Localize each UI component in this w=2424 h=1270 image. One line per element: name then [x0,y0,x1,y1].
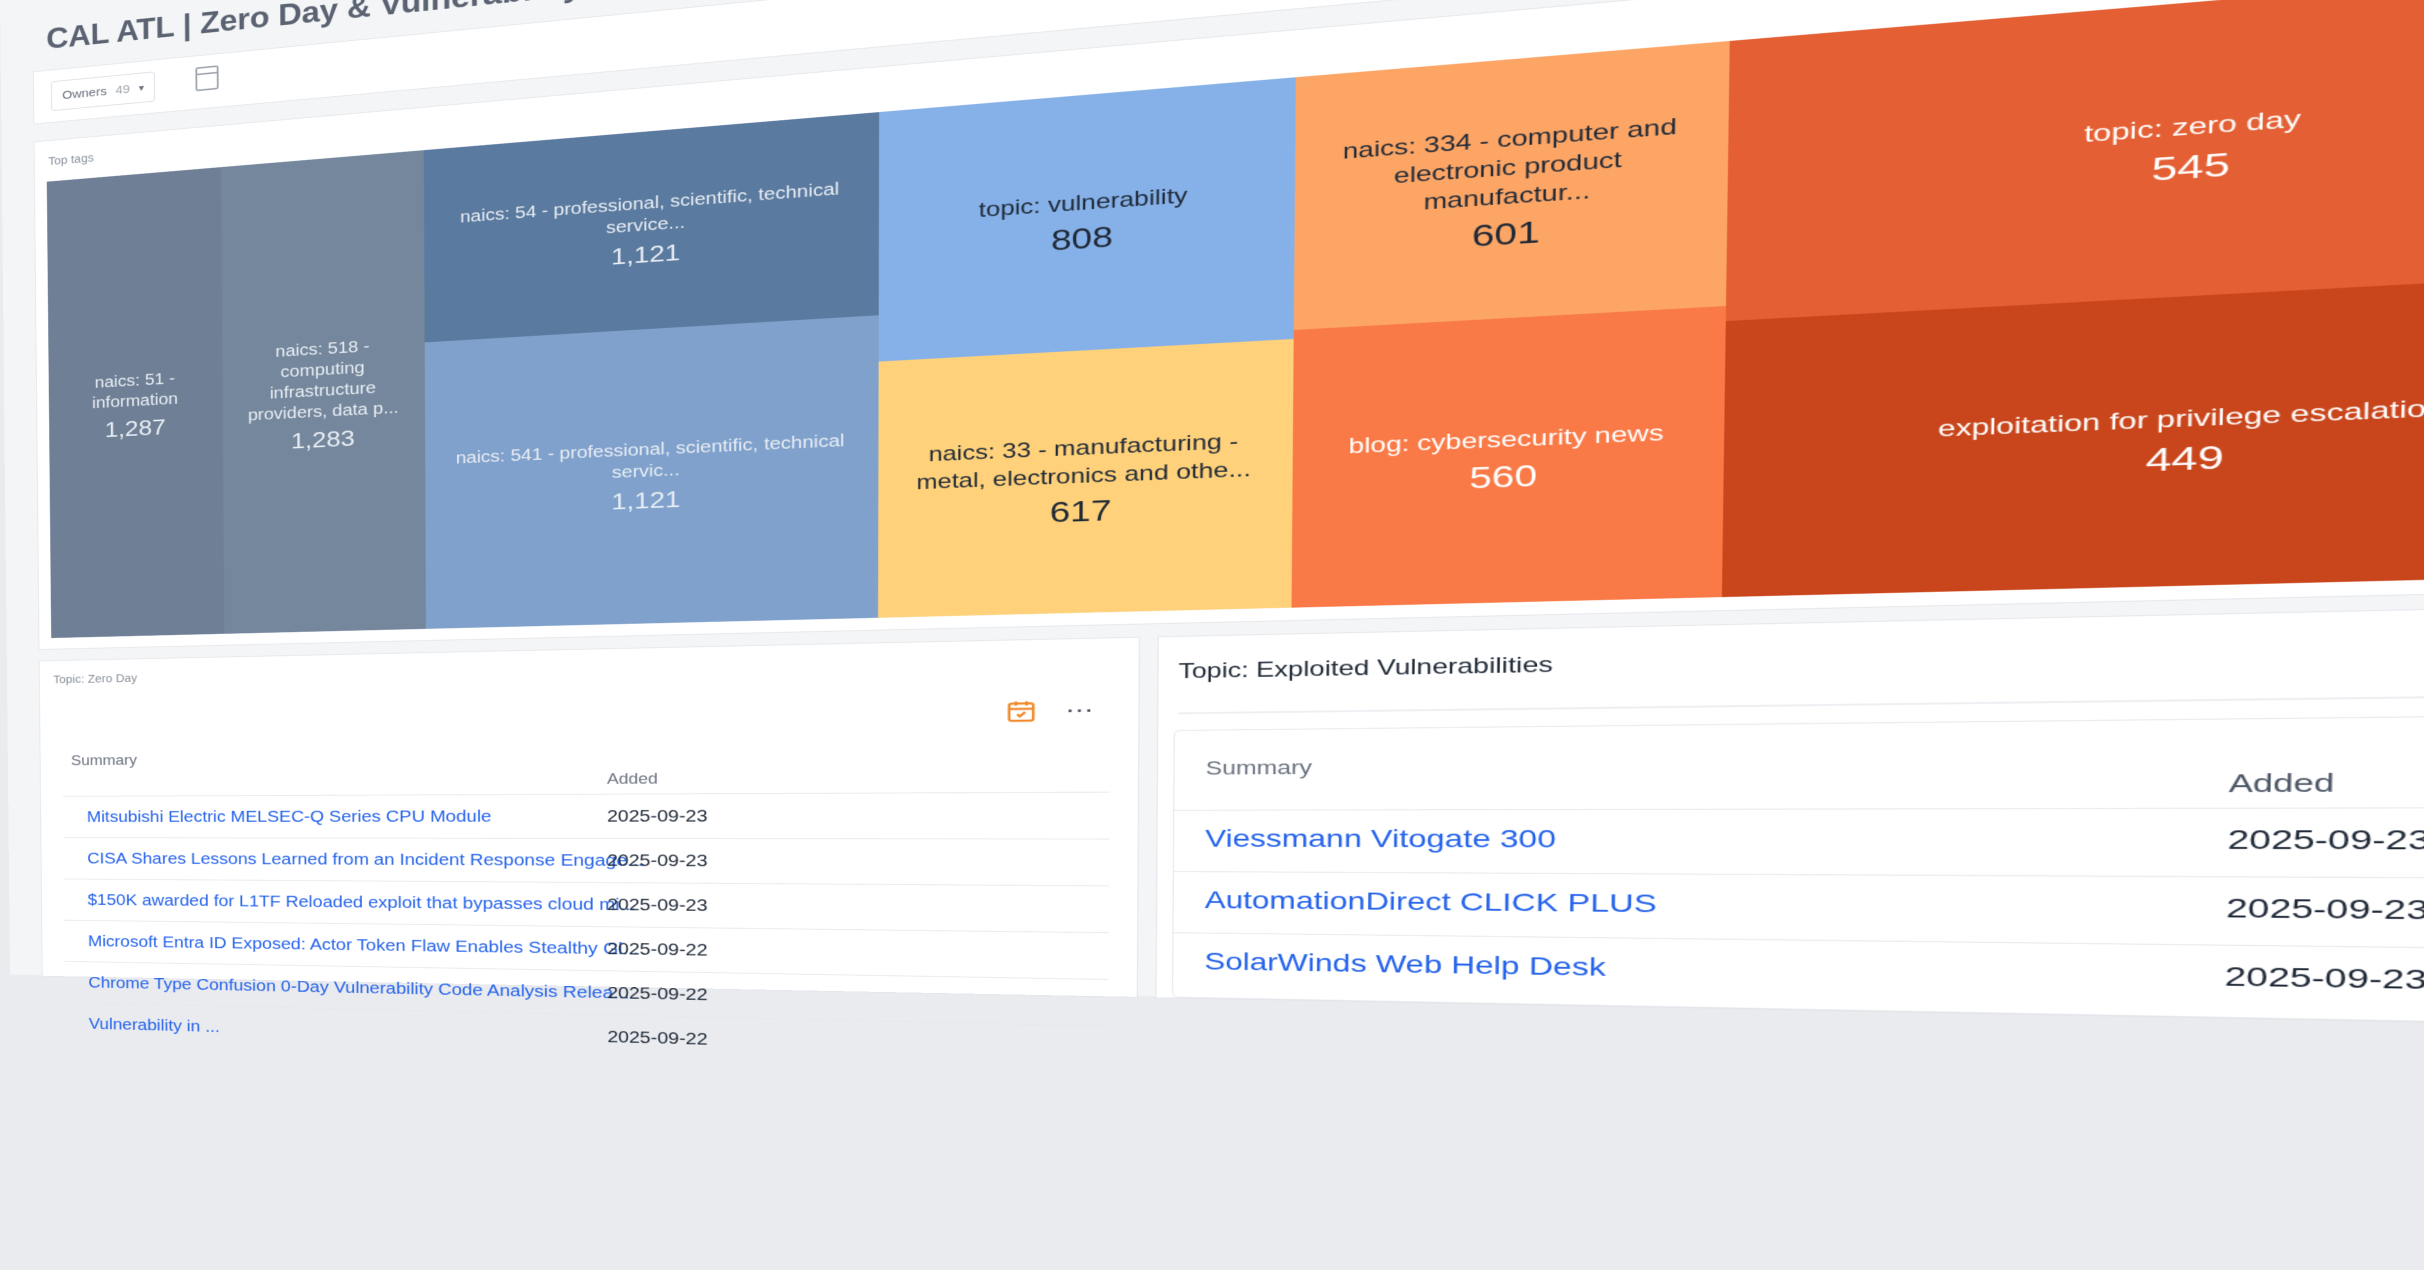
owners-filter-label: Owners [62,84,107,102]
summary-link[interactable]: Microsoft Entra ID Exposed: Actor Token … [88,933,639,959]
treemap-cell-value: 617 [1050,494,1112,530]
added-date: 2025-09-23 [607,807,708,826]
treemap-cell-label: naics: 54 - professional, scientific, te… [439,176,862,251]
table-row: Mitsubishi Electric MELSEC-Q Series CPU … [63,792,1110,840]
added-header: Added [607,770,658,788]
exploited-panel: Topic: Exploited Vulnerabilities Summary… [1155,603,2424,1028]
treemap-cell[interactable]: naics: 51 - information 1,287 [47,167,225,638]
treemap-cell[interactable]: blog: cybersecurity news 560 [1292,306,1726,608]
exploited-rows: Viessmann Vitogate 300 2025-09-23 Automati… [1173,807,2424,1026]
treemap-cell-label: exploitation for privilege escalation [1938,393,2424,445]
treemap-cell-value: 1,121 [611,486,680,515]
treemap-cell-value: 1,283 [291,425,355,454]
treemap-cell-value: 808 [1051,220,1113,259]
treemap-cell[interactable]: naics: 33 - manufacturing - metal, elect… [878,339,1294,618]
added-date: 2025-09-23 [2226,893,2424,926]
zero-day-rows: Mitsubishi Electric MELSEC-Q Series CPU … [63,792,1110,997]
added-date: 2025-09-22 [607,940,707,960]
summary-link[interactable]: Mitsubishi Electric MELSEC-Q Series CPU … [87,808,492,827]
dashboard: CAL ATL | Zero Day & Vulnerability Repor… [0,0,2424,1027]
summary-link[interactable]: SolarWinds Web Help Desk [1204,947,1606,982]
summary-link[interactable]: CISA Shares Lessons Learned from an Inci… [87,850,643,871]
owners-count: 49 [115,82,130,97]
exploited-title: Topic: Exploited Vulnerabilities [1178,653,1553,685]
chevron-down-icon: ▾ [139,82,144,94]
treemap-cell[interactable]: naics: 518 - computing infrastructure pr… [221,150,426,634]
added-date: 2025-09-23 [2224,961,2424,996]
treemap-cell[interactable]: naics: 334 - computer and electronic pro… [1294,41,1730,330]
treemap-cell-label: naics: 334 - computer and electronic pro… [1313,110,1709,225]
treemap-cell-label: naics: 541 - professional, scientific, t… [440,429,862,491]
treemap-cell[interactable]: topic: vulnerability 808 [879,77,1296,361]
added-date: 2025-09-23 [2227,824,2424,856]
summary-link[interactable]: Viessmann Vitogate 300 [1205,825,1556,854]
treemap-cell-label: topic: vulnerability [979,182,1188,224]
zero-day-panel: Topic: Zero Day ⋯ Summary Added Mitsubis… [39,637,1140,998]
top-tags-treemap: naics: 51 - information 1,287 naics: 518 -… [47,0,2424,638]
calendar-icon[interactable] [195,65,218,91]
top-tags-panel: Top tags naics: 51 - information 1,287 nai… [34,0,2424,650]
treemap-cell-value: 1,121 [611,239,680,271]
top-tags-title: Top tags [48,151,94,167]
added-date: 2025-09-22 [607,984,707,1005]
more-options-icon[interactable]: ⋯ [1056,691,1104,730]
summary-header: Summary [1206,756,1313,780]
summary-link[interactable]: $150K awarded for L1TF Reloaded exploit … [88,892,636,915]
added-header: Added [2229,768,2335,799]
summary-link[interactable]: Chrome Type Confusion 0-Day Vulnerabilit… [88,974,629,1003]
treemap-cell-value: 560 [1469,458,1537,496]
schedule-icon[interactable] [998,692,1045,731]
table-row: SolarWinds Web Help Desk 2025-09-23 [1173,932,2424,1023]
exploited-table: Summary Added Viessmann Vitogate 300 2025… [1172,713,2424,1027]
treemap-cell[interactable]: exploitation for privilege escalation 449 [1722,269,2424,597]
treemap-cell-value: 545 [2151,146,2231,190]
treemap-cell[interactable]: naics: 541 - professional, scientific, t… [425,315,879,629]
treemap-cell-label: blog: cybersecurity news [1349,419,1664,461]
treemap-cell-label: topic: zero day [2084,104,2301,150]
zero-day-title: Topic: Zero Day [53,672,137,686]
added-date: 2025-09-23 [607,896,707,916]
table-row: Viessmann Vitogate 300 2025-09-23 [1174,807,2424,880]
treemap-cell-label: naics: 518 - computing infrastructure pr… [237,334,411,427]
treemap-cell[interactable]: naics: 54 - professional, scientific, te… [424,112,879,342]
zero-day-table: Summary Added Mitsubishi Electric MELSEC… [62,743,1109,996]
treemap-cell-value: 601 [1472,215,1541,255]
treemap-cell[interactable]: topic: zero day 545 [1726,0,2424,321]
summary-header: Summary [71,752,137,769]
treemap-cell-label: naics: 33 - manufacturing - metal, elect… [895,426,1275,496]
summary-link[interactable]: Vulnerability in ... [89,1016,220,1037]
treemap-cell-value: 1,287 [105,415,166,443]
added-date: 2025-09-23 [607,852,707,871]
treemap-cell-label: naics: 51 - information [62,366,208,415]
added-date: 2025-09-22 [607,1028,707,1049]
owners-filter[interactable]: Owners 49 ▾ [51,71,155,111]
divider [1178,693,2424,715]
treemap-cell-value: 449 [2145,439,2224,480]
summary-link[interactable]: AutomationDirect CLICK PLUS [1205,886,1657,918]
